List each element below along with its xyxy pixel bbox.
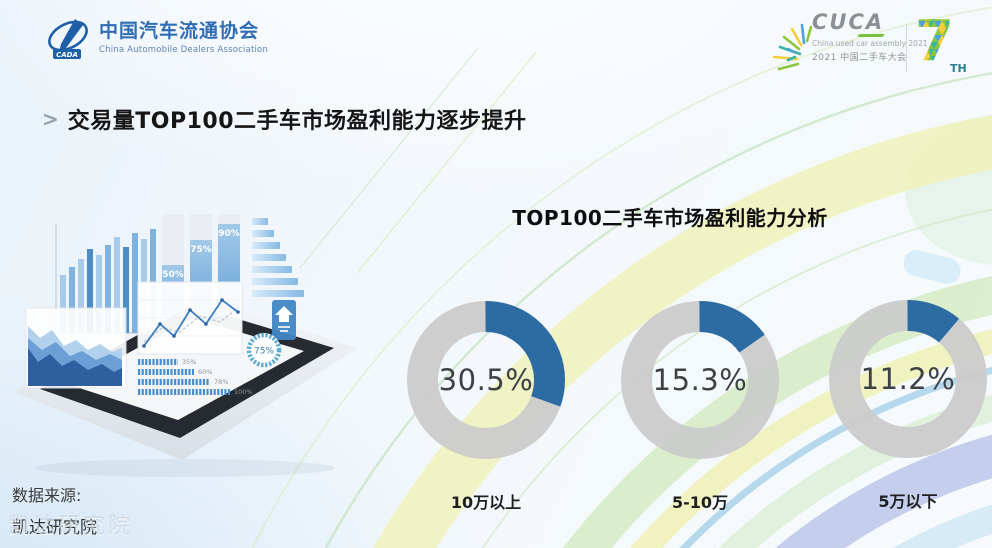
cuca-name: CUCA bbox=[812, 10, 885, 34]
progress-label: 60% bbox=[198, 368, 212, 376]
donut-chart-3: 11.2% bbox=[823, 294, 992, 464]
donut-chart-2: 15.3% bbox=[615, 295, 785, 465]
chart-title: TOP100二手车市场盈利能力分析 bbox=[512, 206, 828, 230]
up-arrow-icon bbox=[275, 306, 293, 322]
cada-logo-icon: CADA bbox=[48, 19, 88, 59]
mini-hbar-chart bbox=[252, 218, 304, 297]
column-label: 75% bbox=[190, 245, 212, 255]
gauge-label: 75% bbox=[254, 347, 274, 357]
data-source-value: 凯达研究院 bbox=[12, 518, 97, 538]
floating-charts: 50% 75% 90% bbox=[25, 214, 304, 396]
data-source: 数据来源: 凯达研究院 凯达研究院 bbox=[8, 482, 130, 539]
page-title-row: > 交易量TOP100二手车市场盈利能力逐步提升 bbox=[42, 103, 527, 135]
mini-gauge: 75% bbox=[246, 332, 282, 368]
progress-label: 35% bbox=[182, 358, 196, 366]
cada-logo: CADA 中国汽车流通协会 China Automobile Dealers A… bbox=[46, 16, 268, 62]
donut-value: 15.3% bbox=[652, 363, 748, 397]
mini-line-chart bbox=[137, 281, 243, 355]
donut-category: 10万以上 bbox=[450, 493, 522, 512]
goal-tile bbox=[272, 300, 296, 340]
seventh-logo: 7 TH bbox=[915, 14, 967, 75]
data-source-label: 数据来源: bbox=[12, 486, 82, 505]
progress-label: 78% bbox=[214, 378, 228, 386]
column-label: 50% bbox=[162, 270, 184, 280]
column-label: 90% bbox=[218, 229, 240, 239]
seventh-suffix: TH bbox=[950, 62, 967, 75]
cuca-tagline-en: China used car assembly 2021 bbox=[812, 39, 928, 48]
header-divider bbox=[906, 24, 907, 72]
watermark: 凯达研究院 bbox=[8, 514, 134, 539]
progress-label: 100% bbox=[234, 388, 253, 396]
org-name-cn: 中国汽车流通协会 bbox=[99, 20, 260, 42]
mini-area-chart bbox=[25, 307, 127, 389]
tablet-charts-illustration: 50% 75% 90% bbox=[14, 214, 358, 477]
donut-chart-1: 30.5% bbox=[401, 295, 571, 465]
page-title: 交易量TOP100二手车市场盈利能力逐步提升 bbox=[67, 109, 527, 134]
donut-value: 11.2% bbox=[860, 362, 956, 396]
chevron-icon: > bbox=[42, 107, 59, 131]
cuca-underline bbox=[857, 34, 885, 37]
seventh-number: 7 bbox=[915, 14, 954, 74]
donut-category: 5-10万 bbox=[671, 493, 729, 512]
org-name-en: China Automobile Dealers Association bbox=[99, 45, 269, 55]
cuca-logo: CUCA China used car assembly 2021 2021 中… bbox=[770, 10, 928, 71]
spark-icon bbox=[772, 23, 812, 71]
tablet-reflection bbox=[35, 459, 335, 477]
donut-value: 30.5% bbox=[438, 363, 534, 397]
cuca-tagline-cn: 2021 中国二手车大会 bbox=[812, 53, 907, 63]
progress-bars bbox=[138, 359, 230, 395]
donut-category: 5万以下 bbox=[878, 492, 938, 511]
cada-logo-text: CADA bbox=[56, 51, 78, 59]
